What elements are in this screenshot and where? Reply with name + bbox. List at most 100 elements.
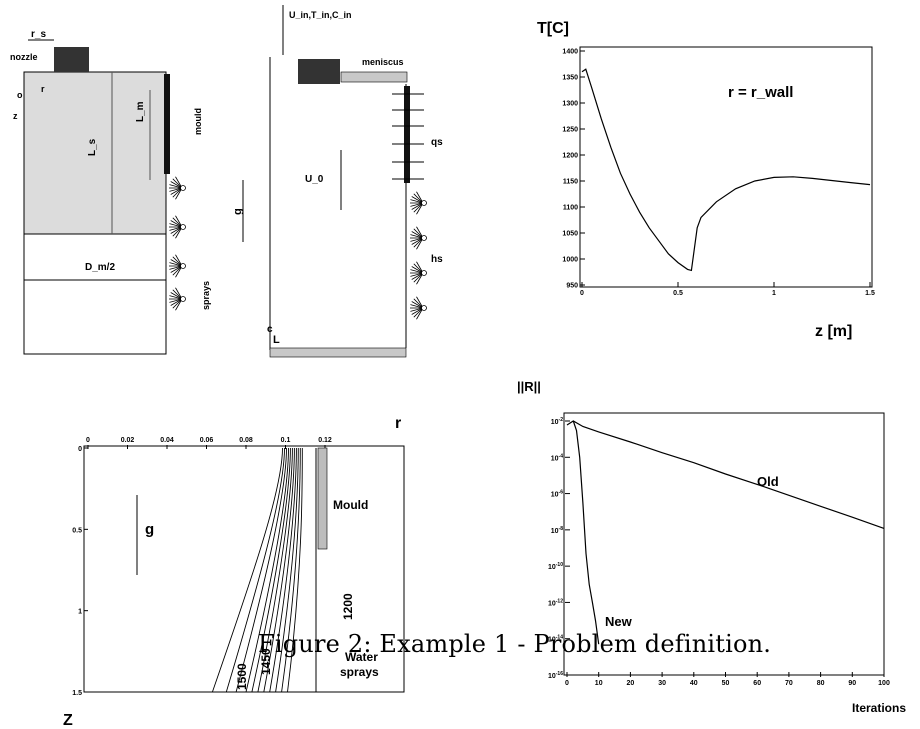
contour-xlabel: r	[395, 415, 401, 432]
y-tick-label: 10-8	[551, 526, 563, 535]
inlet-block	[298, 59, 340, 84]
label-o: o	[17, 90, 23, 100]
x-tick-label: 0.1	[281, 437, 291, 444]
y-tick-label: 0	[78, 446, 82, 453]
label-l-m: L_m	[135, 101, 146, 122]
temp-xlabel: z [m]	[815, 323, 852, 340]
label-r: r	[41, 84, 45, 94]
mould-wall	[164, 74, 170, 174]
meniscus-plate	[340, 71, 408, 83]
spray-nozzle	[410, 261, 427, 285]
temp-axis-ticks: 950 1000 1050 1100 1150 1200 1250 1300 1350 1400 0…	[562, 49, 875, 298]
isotherm-line	[235, 447, 287, 693]
label-sprays: sprays	[201, 281, 211, 310]
temperature-chart: T[C] 950 1000 1050 1100 1150 1200 1250 1300 1350…	[537, 20, 875, 340]
residual-title: ||R||	[517, 379, 541, 394]
x-tick-label: 30	[658, 680, 666, 687]
y-tick-label: 1250	[562, 127, 578, 134]
y-tick-label: 1400	[562, 49, 578, 56]
residual-xlabel: Iterations	[852, 701, 906, 715]
label-r-s: r_s	[31, 29, 46, 40]
strand-lower	[23, 233, 167, 355]
x-tick-label: 0.02	[121, 437, 135, 444]
temp-series-line	[581, 68, 871, 272]
isotherm-line	[225, 447, 285, 693]
residual-label-new: New	[605, 614, 633, 629]
contour-chart: 0 0.02 0.04 0.06 0.08 0.1 0.12 0 0.5 1 1.5 g Mould…	[63, 415, 405, 729]
x-tick-label: 90	[848, 680, 856, 687]
x-tick-label: 80	[817, 680, 825, 687]
y-tick-label: 1200	[562, 153, 578, 160]
temp-annotation: r = r_wall	[728, 84, 793, 101]
label-c: c	[267, 324, 273, 335]
contour-label-g: g	[145, 521, 154, 538]
isotherm-line	[257, 447, 293, 693]
label-d-m2: D_m/2	[85, 262, 115, 273]
contour-label-mould: Mould	[333, 498, 368, 512]
x-tick-label: 10	[595, 680, 603, 687]
contour-axis-ticks: 0 0.02 0.04 0.06 0.08 0.1 0.12 0 0.5 1 1.5	[72, 437, 332, 697]
residual-axis-ticks: 0 10 20 30 40 50 60 70 80 90 100 10-2 10-4 10-6 10-8 10…	[548, 417, 890, 687]
x-tick-label: 0.12	[318, 437, 332, 444]
mould-wall-2	[404, 86, 410, 183]
temp-plot-frame	[579, 46, 873, 288]
x-tick-label: 0	[565, 680, 569, 687]
spray-nozzle	[169, 287, 186, 311]
label-inlet: U_in,T_in,C_in	[289, 10, 352, 20]
spray-nozzle	[169, 215, 186, 239]
isotherm-line	[245, 447, 289, 693]
y-tick-label: 1300	[562, 101, 578, 108]
spray-nozzle	[410, 296, 427, 320]
y-tick-label: 1100	[563, 205, 578, 212]
y-tick-label: 0.5	[72, 527, 82, 534]
qs-flux-lines	[392, 93, 424, 180]
spray-nozzles-right	[410, 191, 427, 320]
x-tick-label: 0.06	[200, 437, 214, 444]
contour-label-water: Water	[345, 650, 378, 664]
schematic-boundaries: U_in,T_in,C_in meniscus qs U_0 g hs c L	[232, 5, 443, 358]
y-tick-label: 1350	[562, 75, 578, 82]
x-tick-label: 0.04	[160, 437, 174, 444]
isotherm-line	[281, 447, 301, 693]
x-tick-label: 1.5	[865, 290, 875, 297]
isotherm-line	[211, 447, 283, 693]
isotherm-contours	[211, 447, 303, 693]
x-tick-label: 0.08	[239, 437, 253, 444]
spray-nozzle	[169, 254, 186, 278]
residual-plot-frame	[563, 412, 885, 676]
spray-nozzle	[410, 191, 427, 215]
figure-caption: Figure 2: Example 1 - Problem definition…	[258, 630, 772, 658]
x-tick-label: 50	[722, 680, 730, 687]
isotherm-line	[275, 447, 299, 693]
contour-ylabel: Z	[63, 712, 73, 729]
y-tick-label: 1.5	[72, 690, 82, 697]
spray-nozzle	[169, 176, 186, 200]
label-g: g	[232, 208, 244, 215]
y-tick-label: 10-2	[551, 417, 563, 426]
label-l: L	[273, 334, 280, 346]
residual-series-old	[566, 420, 885, 529]
mould-bar	[317, 447, 328, 550]
residual-series-new	[572, 420, 600, 645]
temp-chart-title: T[C]	[537, 20, 569, 37]
strand-shell	[23, 71, 167, 235]
y-tick-label: 1000	[562, 257, 578, 264]
x-tick-label: 40	[690, 680, 698, 687]
isotherm-line	[269, 447, 297, 693]
y-tick-label: 10-4	[551, 453, 563, 462]
label-u0: U_0	[305, 174, 324, 185]
y-tick-label: 1150	[563, 179, 578, 186]
y-tick-label: 950	[566, 283, 578, 290]
y-tick-label: 10-16	[548, 671, 563, 680]
y-tick-label: 10-12	[548, 598, 563, 607]
contour-label-1200: 1200	[341, 593, 355, 620]
label-z: z	[13, 111, 18, 121]
y-tick-label: 1050	[562, 231, 578, 238]
isotherm-line	[251, 447, 291, 693]
x-tick-label: 70	[785, 680, 793, 687]
x-tick-label: 0	[580, 290, 584, 297]
y-tick-label: 10-10	[548, 562, 563, 571]
y-tick-label: 10-14	[548, 635, 563, 644]
spray-nozzles-left	[169, 176, 186, 311]
